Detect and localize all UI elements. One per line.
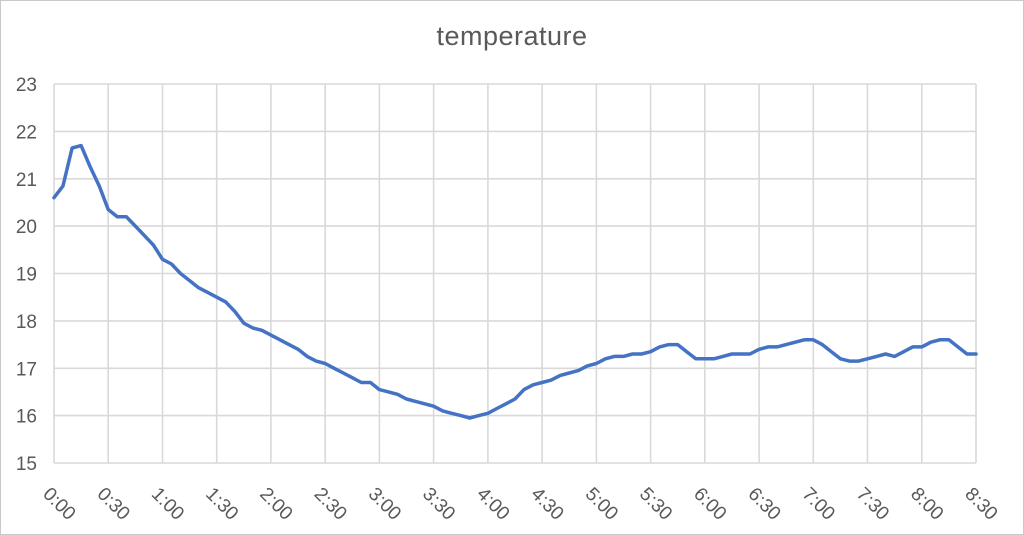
x-axis-tick-label: 6:00 xyxy=(689,484,730,525)
x-axis-tick-label: 4:30 xyxy=(527,484,568,525)
x-axis-tick-label: 0:00 xyxy=(38,484,79,525)
y-axis-tick-label: 16 xyxy=(16,407,37,428)
x-axis-tick-label: 3:30 xyxy=(418,484,459,525)
y-axis-tick-label: 22 xyxy=(16,122,37,143)
x-axis-tick-label: 7:30 xyxy=(852,484,893,525)
x-axis-tick-label: 6:30 xyxy=(744,484,785,525)
x-axis-tick-label: 1:00 xyxy=(147,484,188,525)
x-axis-tick-label: 2:30 xyxy=(310,484,351,525)
x-axis-tick-label: 2:00 xyxy=(255,484,296,525)
y-axis-tick-label: 17 xyxy=(16,359,37,380)
y-axis-tick-label: 20 xyxy=(16,217,37,238)
x-axis-tick-label: 1:30 xyxy=(201,484,242,525)
x-axis-tick-label: 0:30 xyxy=(93,484,134,525)
x-axis-tick-label: 5:00 xyxy=(581,484,622,525)
x-axis-tick-label: 3:00 xyxy=(364,484,405,525)
x-axis-tick-label: 8:30 xyxy=(960,484,1001,525)
y-axis-tick-label: 21 xyxy=(16,170,37,191)
y-axis-tick-label: 15 xyxy=(16,454,37,475)
x-axis-tick-label: 7:00 xyxy=(798,484,839,525)
temperature-series-line xyxy=(52,143,978,420)
y-axis-tick-label: 18 xyxy=(16,312,37,333)
x-axis-tick-label: 8:00 xyxy=(906,484,947,525)
y-axis-tick-label: 19 xyxy=(16,265,37,286)
y-axis-tick-label: 23 xyxy=(16,75,37,96)
x-axis-tick-label: 4:00 xyxy=(472,484,513,525)
x-axis-tick-label: 5:30 xyxy=(635,484,676,525)
